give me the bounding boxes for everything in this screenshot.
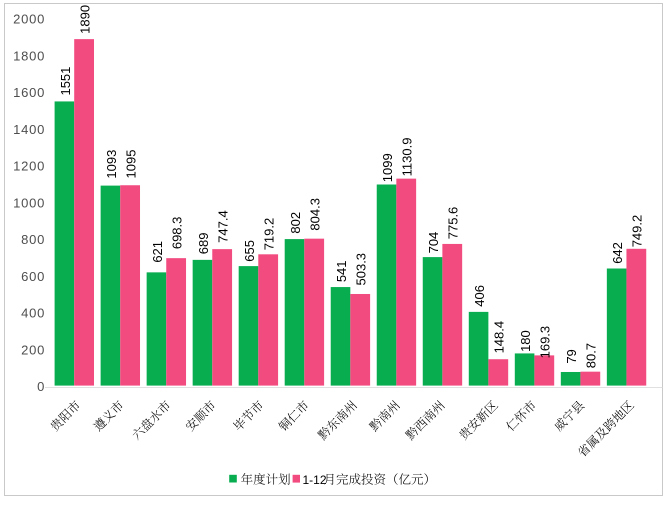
svg-text:180: 180 [518,330,533,352]
svg-text:1800: 1800 [13,48,45,63]
svg-text:80.7: 80.7 [584,343,599,368]
svg-text:400: 400 [21,306,45,321]
svg-text:1130.9: 1130.9 [400,138,415,177]
svg-text:655: 655 [242,240,257,262]
svg-text:200: 200 [21,343,45,358]
svg-text:775.6: 775.6 [446,207,461,240]
svg-text:79: 79 [564,349,579,363]
svg-text:689: 689 [196,233,211,255]
svg-text:804.3: 804.3 [308,198,323,231]
svg-text:503.3: 503.3 [354,253,369,286]
svg-text:1600: 1600 [13,85,45,100]
svg-text:749.2: 749.2 [630,215,645,248]
svg-text:802: 802 [288,212,303,234]
svg-text:1095: 1095 [124,150,139,179]
svg-text:719.2: 719.2 [262,218,277,251]
svg-text:169.3: 169.3 [538,326,553,359]
svg-text:1000: 1000 [13,195,45,210]
svg-text:541: 541 [334,260,349,282]
svg-text:148.4: 148.4 [492,321,507,354]
svg-text:800: 800 [21,232,45,247]
svg-text:1400: 1400 [13,122,45,137]
svg-text:1099: 1099 [380,153,395,182]
svg-text:747.4: 747.4 [216,210,231,243]
svg-text:1551: 1551 [58,67,73,96]
svg-text:0: 0 [37,379,45,394]
svg-text:1-12: 1-12 [303,473,327,487]
svg-text:704: 704 [426,232,441,254]
svg-text:1890: 1890 [78,5,93,34]
svg-text:2000: 2000 [13,12,45,27]
svg-text:698.3: 698.3 [170,217,185,250]
svg-text:621: 621 [150,241,165,263]
svg-text:600: 600 [21,269,45,284]
svg-text:1200: 1200 [13,159,45,174]
svg-text:1093: 1093 [104,150,119,179]
svg-text:642: 642 [610,242,625,264]
svg-text:406: 406 [472,285,487,307]
